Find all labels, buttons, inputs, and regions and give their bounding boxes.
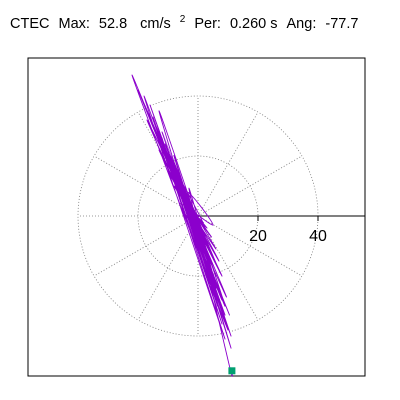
chart-title: CTEC Max: 52.8 cm/s 2 Per: 0.260 s Ang: -77.7	[10, 14, 367, 32]
grid-spoke	[197, 215, 303, 277]
max-value: 52.8	[98, 15, 128, 32]
grid-spoke	[93, 155, 199, 217]
grid-spoke	[137, 215, 199, 321]
per-value: 0.260 s	[229, 15, 278, 32]
trace-layer	[131, 74, 236, 377]
radial-labels: 20 40	[249, 228, 327, 245]
plot-frame	[27, 57, 366, 377]
grid-spoke	[197, 111, 259, 217]
grid-spoke	[197, 215, 259, 321]
max-label: Max:	[58, 15, 90, 32]
max-unit: cm/s	[140, 15, 171, 32]
ang-value: -77.7	[325, 15, 359, 32]
radial-tick-label: 40	[309, 228, 327, 245]
max-reading: 52.8 cm/s 2	[98, 14, 186, 32]
grid-spoke	[197, 155, 303, 217]
max-unit-exponent: 2	[179, 14, 186, 25]
station-name: CTEC	[10, 15, 50, 32]
grid-spoke	[93, 215, 199, 277]
particle-motion-trace	[131, 74, 233, 377]
radial-tick-label: 20	[249, 228, 267, 245]
per-label: Per:	[194, 15, 221, 32]
end-marker	[228, 367, 236, 375]
ang-label: Ang:	[286, 15, 317, 32]
